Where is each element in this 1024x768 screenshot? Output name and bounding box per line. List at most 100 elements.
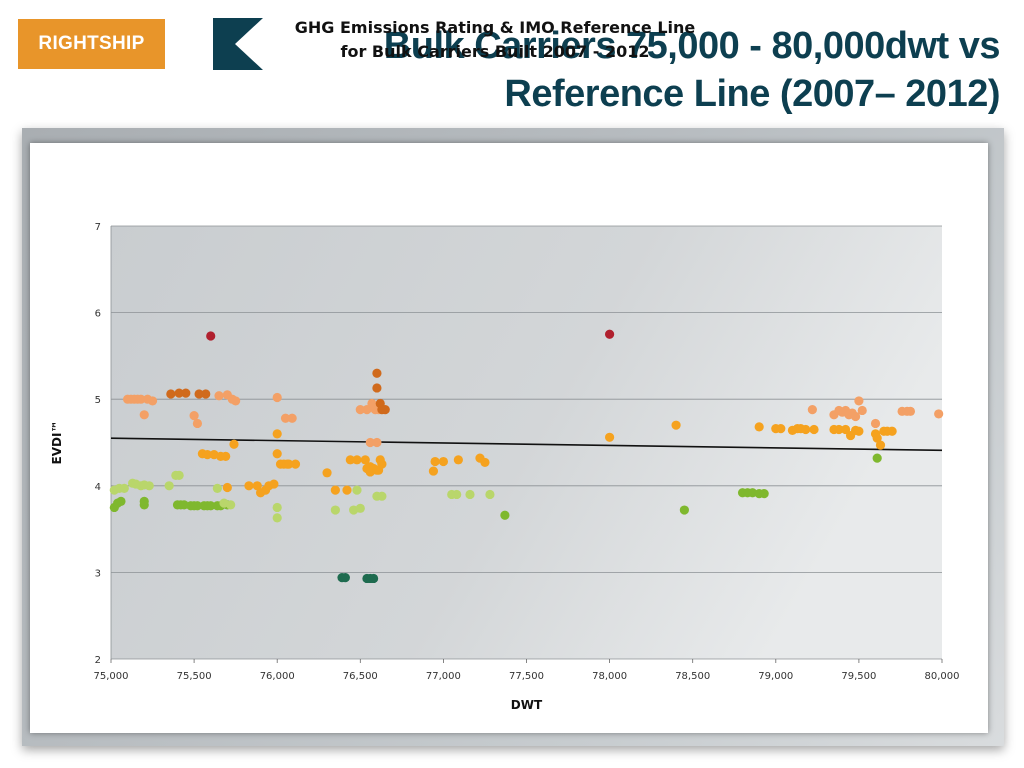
data-point: [352, 455, 362, 465]
x-tick-label: 75,500: [177, 671, 212, 682]
data-point: [189, 411, 199, 421]
data-point: [854, 396, 864, 406]
data-point: [192, 501, 203, 511]
data-point: [136, 394, 146, 404]
data-point: [269, 479, 279, 489]
x-axis-ticks: 75,000 75,500 76,000 76,500 77,000 77,500 78,0…: [94, 659, 960, 682]
x-tick-label: 78,500: [675, 671, 710, 682]
y-tick-label: 6: [95, 309, 101, 320]
data-point: [355, 404, 365, 415]
data-point: [452, 489, 462, 500]
data-point: [194, 389, 204, 399]
data-point: [934, 409, 944, 419]
data-point: [485, 489, 495, 500]
data-point: [872, 453, 882, 463]
data-point: [272, 513, 282, 523]
x-tick-label: 76,500: [343, 671, 378, 682]
data-point: [174, 388, 184, 398]
data-point: [377, 459, 387, 469]
data-point: [671, 420, 681, 430]
data-point: [340, 572, 350, 583]
data-point: [355, 503, 365, 513]
data-point: [905, 406, 916, 416]
data-point: [605, 329, 615, 339]
data-point: [290, 459, 301, 469]
data-point: [872, 433, 882, 443]
data-point: [330, 485, 340, 495]
chart-title-line1: GHG Emissions Rating & IMO Reference Lin…: [294, 18, 696, 37]
data-point: [372, 437, 382, 448]
data-point: [809, 424, 819, 435]
slide-title-line1: Bulk Carriers 75,000 - 80,000dwt vs: [383, 25, 1001, 67]
data-point: [192, 418, 203, 429]
data-point: [214, 391, 224, 401]
y-tick-label: 3: [95, 568, 101, 579]
data-point: [372, 383, 382, 393]
y-tick-label: 4: [95, 482, 101, 493]
data-point: [870, 418, 881, 429]
x-tick-label: 79,500: [841, 671, 876, 682]
data-point: [776, 424, 786, 434]
data-point: [679, 505, 689, 515]
data-point: [365, 437, 375, 448]
data-point: [166, 389, 176, 399]
data-point: [759, 488, 769, 499]
data-point: [231, 396, 241, 406]
data-point: [226, 500, 236, 510]
data-point: [377, 491, 387, 501]
data-point: [272, 429, 282, 439]
plot-area: [111, 226, 942, 659]
data-point: [322, 468, 332, 478]
data-points: [109, 329, 944, 584]
data-point: [368, 573, 379, 584]
data-point: [252, 481, 262, 491]
x-tick-label: 80,000: [925, 671, 960, 682]
data-point: [330, 505, 340, 515]
data-point: [362, 404, 372, 415]
data-point: [139, 496, 149, 506]
x-tick-label: 79,000: [758, 671, 793, 682]
data-point: [754, 422, 764, 432]
data-point: [345, 455, 355, 465]
data-point: [465, 489, 475, 500]
data-point: [605, 432, 615, 442]
data-point: [119, 483, 129, 493]
data-point: [221, 451, 231, 461]
data-point: [222, 482, 232, 493]
data-point: [834, 424, 844, 435]
data-point: [116, 496, 126, 506]
x-tick-label: 75,000: [94, 671, 129, 682]
data-point: [272, 392, 282, 403]
x-tick-label: 76,000: [260, 671, 295, 682]
slide-title: Bulk Carriers 75,000 - 80,000dwt vs Refe…: [300, 22, 1001, 118]
k-logo-icon: [213, 18, 263, 70]
x-axis-label: DWT: [511, 698, 543, 712]
data-point: [500, 510, 510, 520]
rightship-logo: RIGHTSHIP: [18, 19, 165, 69]
data-point: [147, 396, 158, 406]
y-tick-label: 2: [95, 655, 101, 666]
data-point: [212, 483, 222, 493]
data-point: [280, 413, 291, 423]
gridlines: [110, 225, 942, 660]
y-axis-ticks: 2 3 4 5 6 7: [95, 222, 101, 666]
data-point: [174, 470, 184, 481]
data-point: [841, 424, 851, 435]
imo-reference-line: [110, 437, 943, 452]
data-point: [244, 481, 254, 491]
data-point: [287, 413, 297, 423]
data-point: [352, 485, 362, 495]
data-point: [284, 459, 294, 469]
data-point: [206, 331, 216, 341]
data-point: [229, 439, 239, 449]
data-point: [164, 481, 174, 491]
y-tick-label: 5: [95, 395, 101, 406]
data-point: [480, 457, 490, 468]
y-axis-label: EVDI™: [50, 421, 64, 465]
chart-title-line2: for Bulk Carriers Built 2007 - 2012: [340, 42, 650, 61]
data-point: [438, 456, 448, 467]
data-point: [202, 450, 212, 460]
data-point: [857, 405, 867, 416]
logo-text: RIGHTSHIP: [38, 33, 145, 54]
x-tick-label: 77,000: [426, 671, 461, 682]
